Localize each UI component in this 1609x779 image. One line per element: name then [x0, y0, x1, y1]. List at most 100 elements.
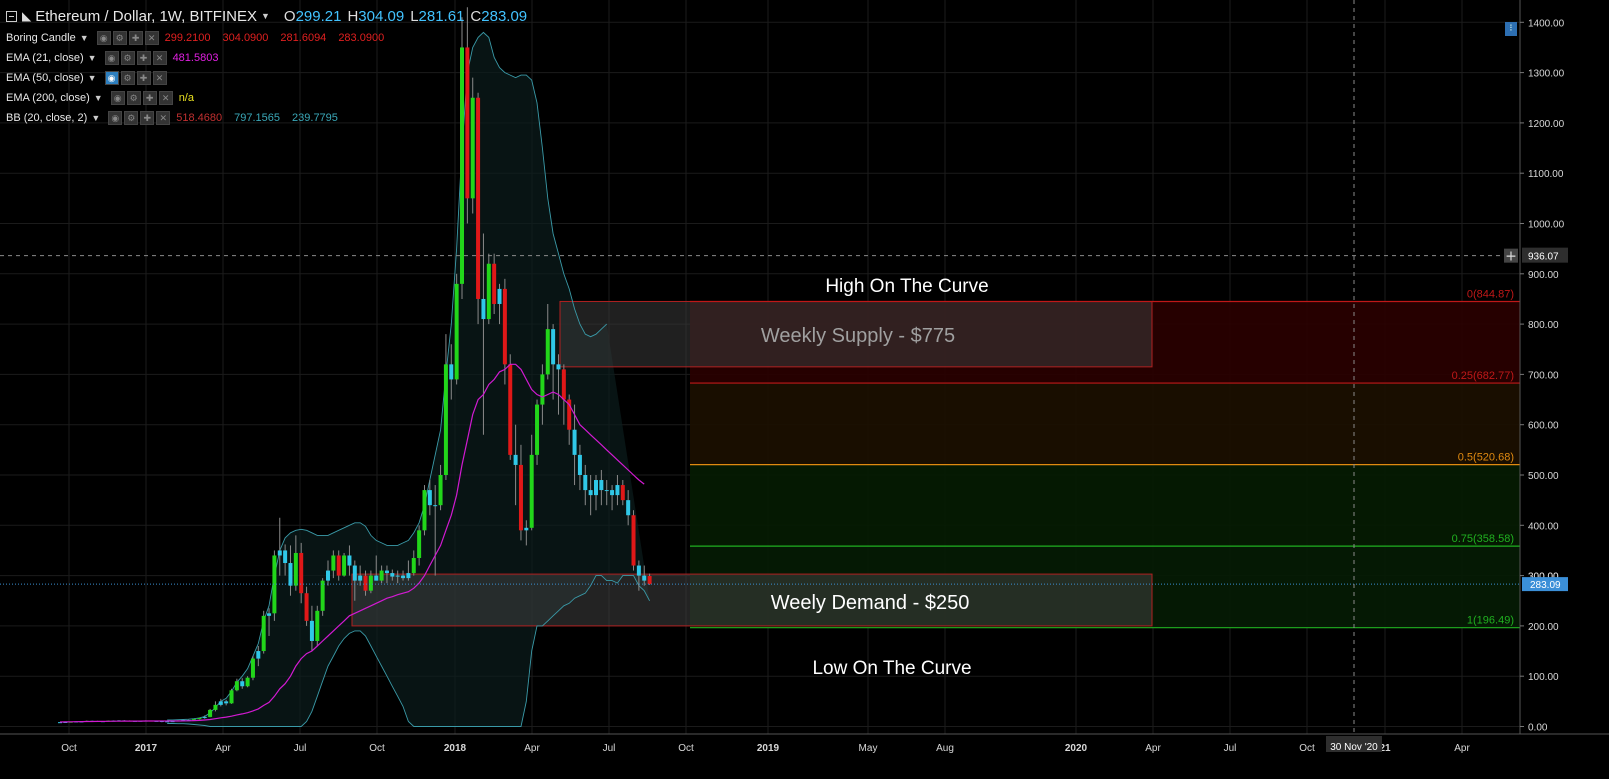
candle[interactable]	[304, 586, 309, 626]
candle[interactable]	[610, 485, 615, 511]
candle[interactable]	[401, 570, 406, 581]
plus-icon[interactable]: ✚	[136, 71, 151, 85]
candle[interactable]	[594, 475, 598, 511]
candle[interactable]	[583, 464, 588, 506]
indicator-row[interactable]: EMA (21, close) ▼ ◉ ⚙ ✚ ✕ 481.5803	[6, 48, 527, 68]
candle[interactable]	[197, 717, 202, 720]
candle[interactable]	[234, 678, 239, 692]
candle[interactable]	[288, 545, 293, 596]
candle[interactable]	[379, 565, 384, 584]
candle[interactable]	[588, 475, 593, 516]
gear-icon[interactable]: ⚙	[126, 91, 141, 105]
candle[interactable]	[556, 354, 561, 415]
candle[interactable]	[604, 480, 609, 506]
candle[interactable]	[460, 17, 464, 299]
candle[interactable]	[647, 573, 652, 585]
candle[interactable]	[202, 715, 207, 719]
candle[interactable]	[277, 517, 282, 576]
indicator-row[interactable]: Boring Candle ▼ ◉ ⚙ ✚ ✕ 299.2100 304.0900 281.60…	[6, 28, 527, 48]
candle[interactable]	[476, 92, 481, 325]
plus-icon[interactable]: ✚	[142, 91, 157, 105]
candle[interactable]	[502, 278, 507, 385]
candle[interactable]	[470, 77, 475, 214]
demand-zone[interactable]	[351, 573, 1153, 627]
plus-icon[interactable]: ✚	[140, 111, 155, 125]
chevron-down-icon[interactable]: ▼	[93, 93, 103, 103]
indicator-row[interactable]: EMA (50, close) ▼ ◉ ⚙ ✚ ✕	[6, 68, 527, 88]
indicator-name[interactable]: BB (20, close, 2)	[6, 112, 88, 124]
close-icon[interactable]: ✕	[158, 91, 173, 105]
candle[interactable]	[497, 283, 502, 325]
gear-icon[interactable]: ⚙	[120, 51, 135, 65]
candle[interactable]	[481, 233, 486, 435]
candle[interactable]	[406, 560, 411, 581]
candle[interactable]	[256, 646, 261, 667]
gear-icon[interactable]: ⚙	[124, 111, 139, 125]
candle[interactable]	[508, 354, 513, 460]
candle[interactable]	[626, 490, 631, 526]
candle[interactable]	[261, 610, 266, 654]
candle[interactable]	[417, 525, 422, 566]
candle[interactable]	[240, 678, 245, 689]
close-icon[interactable]: ✕	[144, 31, 159, 45]
candle[interactable]	[224, 699, 229, 706]
candle[interactable]	[486, 253, 491, 325]
indicator-name[interactable]: EMA (21, close)	[6, 52, 84, 64]
candle[interactable]	[352, 560, 357, 601]
indicator-row[interactable]: BB (20, close, 2) ▼ ◉ ⚙ ✚ ✕ 518.4680 797.1565 23…	[6, 108, 527, 128]
indicator-name[interactable]: EMA (200, close)	[6, 92, 90, 104]
candle[interactable]	[449, 344, 454, 400]
candle[interactable]	[524, 520, 529, 546]
candle[interactable]	[465, 7, 470, 224]
candle[interactable]	[331, 550, 336, 579]
candle[interactable]	[320, 578, 325, 616]
candle[interactable]	[283, 544, 288, 576]
candle[interactable]	[272, 550, 277, 621]
candle[interactable]	[384, 565, 389, 584]
candle[interactable]	[250, 656, 255, 681]
candle[interactable]	[561, 364, 566, 425]
eye-icon[interactable]: ◉	[96, 31, 111, 45]
candle[interactable]	[326, 560, 330, 586]
candle[interactable]	[368, 570, 373, 594]
info-icon[interactable]: ⁝	[1505, 22, 1517, 36]
candle[interactable]	[545, 303, 550, 380]
candle[interactable]	[631, 510, 636, 571]
candle[interactable]	[513, 424, 518, 506]
candle[interactable]	[229, 688, 234, 704]
add-alert-icon[interactable]	[1504, 248, 1518, 263]
candle[interactable]	[427, 480, 432, 516]
candle[interactable]	[422, 485, 427, 536]
chevron-down-icon[interactable]: ▼	[87, 73, 97, 83]
candle[interactable]	[540, 364, 545, 425]
candle[interactable]	[572, 404, 577, 486]
candle[interactable]	[443, 334, 448, 481]
candle[interactable]	[213, 701, 218, 712]
candle[interactable]	[551, 324, 556, 400]
chevron-down-icon[interactable]: ▼	[91, 113, 101, 123]
candle[interactable]	[567, 394, 572, 445]
candle[interactable]	[358, 565, 363, 586]
candle[interactable]	[615, 475, 620, 506]
candle[interactable]	[293, 535, 298, 591]
collapse-icon[interactable]	[6, 10, 17, 22]
close-icon[interactable]: ✕	[152, 51, 167, 65]
candle[interactable]	[58, 722, 62, 724]
candle[interactable]	[636, 560, 641, 591]
candle[interactable]	[599, 469, 604, 506]
close-icon[interactable]: ✕	[156, 111, 171, 125]
candle[interactable]	[336, 550, 341, 581]
candle[interactable]	[411, 550, 416, 576]
candle[interactable]	[267, 608, 272, 636]
chevron-down-icon[interactable]: ▼	[260, 11, 270, 21]
candle[interactable]	[245, 676, 250, 688]
close-icon[interactable]: ✕	[152, 71, 167, 85]
candle[interactable]	[208, 708, 213, 718]
candle[interactable]	[577, 444, 582, 491]
gear-icon[interactable]: ⚙	[120, 71, 135, 85]
candle[interactable]	[529, 434, 534, 531]
supply-zone[interactable]	[559, 300, 1153, 368]
eye-icon[interactable]: ◉	[104, 51, 119, 65]
candle[interactable]	[299, 542, 304, 604]
